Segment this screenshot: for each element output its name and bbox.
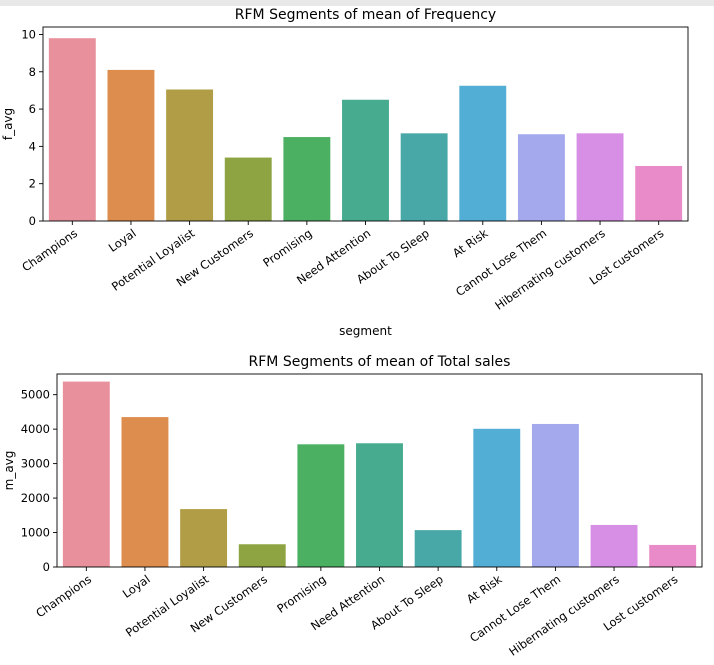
y-axis-label: m_avg — [2, 451, 16, 491]
window-top-strip — [0, 0, 714, 6]
x-tick-label: Hibernating customers — [492, 226, 607, 313]
y-tick-label: 0 — [43, 560, 50, 574]
y-tick-label: 4 — [29, 139, 36, 153]
x-tick-label: At Risk — [450, 226, 491, 260]
y-tick-label: 0 — [29, 214, 36, 228]
bar-6 — [400, 133, 448, 221]
bar-2 — [166, 89, 214, 221]
x-tick-label: Champions — [33, 572, 94, 620]
x-tick-label: At Risk — [464, 572, 505, 606]
bar-5 — [342, 99, 389, 221]
y-tick-label: 5000 — [21, 388, 50, 402]
bar-4 — [297, 444, 345, 567]
bar-9 — [590, 524, 638, 567]
bar-9 — [576, 133, 624, 221]
bar-6 — [414, 530, 462, 567]
x-tick-label: Promising — [274, 572, 328, 616]
bar-5 — [356, 443, 403, 567]
bar-8 — [531, 423, 579, 567]
bar-7 — [473, 428, 521, 567]
y-tick-label: 4000 — [21, 422, 50, 436]
y-tick-label: 1000 — [21, 526, 50, 540]
chart-title: RFM Segments of mean of Frequency — [235, 7, 496, 23]
y-axis-label: f_avg — [1, 108, 15, 140]
x-tick-label: Champions — [19, 226, 80, 274]
x-tick-label: Promising — [260, 226, 314, 270]
chart-title: RFM Segments of mean of Total sales — [249, 354, 511, 370]
y-tick-label: 8 — [29, 65, 36, 79]
y-tick-label: 2 — [29, 177, 36, 191]
bar-0 — [48, 38, 96, 221]
bar-1 — [121, 417, 169, 567]
y-tick-label: 10 — [21, 27, 36, 41]
y-tick-label: 6 — [29, 102, 36, 116]
x-tick-label: Loyal — [106, 226, 139, 255]
x-tick-label: Loyal — [120, 572, 153, 601]
total-sales-chart: RFM Segments of mean of Total sales 0 1000… — [2, 354, 703, 659]
bar-1 — [107, 69, 155, 222]
bar-2 — [180, 509, 228, 567]
frequency-chart: RFM Segments of mean of Frequency 0 2 4 6 8 10… — [1, 7, 689, 338]
x-tick-label: Hibernating customers — [506, 572, 621, 659]
bar-3 — [224, 157, 272, 221]
bar-3 — [238, 544, 286, 567]
x-axis-label: segment — [339, 324, 392, 338]
bar-0 — [62, 381, 110, 567]
bar-10 — [635, 165, 683, 221]
y-tick-label: 2000 — [21, 491, 50, 505]
bar-4 — [283, 137, 331, 221]
bar-10 — [649, 544, 697, 567]
bar-7 — [459, 85, 507, 221]
bar-8 — [517, 134, 565, 221]
y-tick-label: 3000 — [21, 457, 50, 471]
